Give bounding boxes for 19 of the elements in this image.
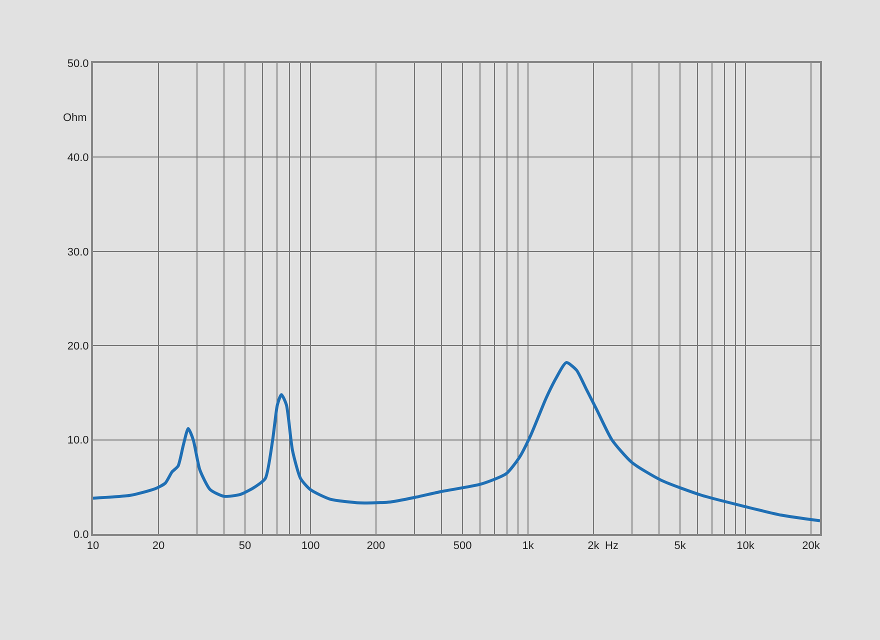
x-axis-title: Hz bbox=[605, 540, 618, 552]
x-tick-label: 1k bbox=[522, 540, 534, 552]
y-tick-label: 20.0 bbox=[67, 340, 89, 352]
y-tick-label: 40.0 bbox=[67, 152, 89, 164]
y-tick-label: 0.0 bbox=[74, 528, 89, 541]
x-tick-label: 10k bbox=[736, 540, 755, 552]
y-tick-label: 50.0 bbox=[67, 58, 89, 70]
y-tick-label: 10.0 bbox=[67, 434, 89, 447]
y-axis-title: Ohm bbox=[63, 112, 87, 124]
x-tick-label: 200 bbox=[366, 540, 386, 552]
x-tick-label: 500 bbox=[453, 540, 472, 552]
x-tick-label: 100 bbox=[301, 540, 320, 552]
x-tick-label: 10 bbox=[86, 540, 100, 552]
y-tick-label: 30.0 bbox=[67, 246, 89, 258]
x-tick-label: 5k bbox=[674, 540, 686, 552]
x-tick-label: 50 bbox=[238, 540, 252, 552]
x-tick-label: 20k bbox=[802, 540, 820, 552]
x-tick-label: 20 bbox=[152, 540, 165, 552]
x-tick-label: 2k bbox=[588, 540, 600, 552]
